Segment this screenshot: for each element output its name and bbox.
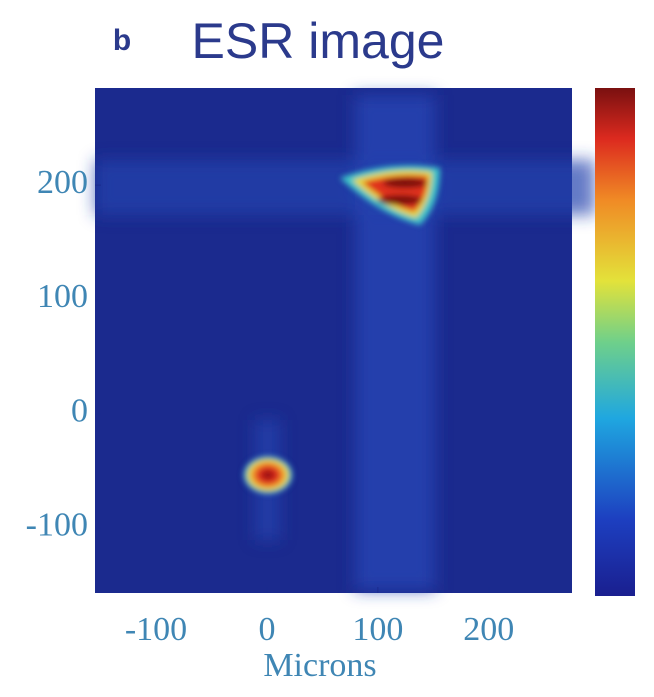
x-tick-label: -100 bbox=[125, 611, 187, 648]
panel-label: b bbox=[113, 24, 131, 57]
y-tick-label: 100 bbox=[37, 278, 88, 315]
y-tick-label: 0 bbox=[71, 392, 88, 429]
x-tick-label: 0 bbox=[258, 611, 275, 648]
chart-title: ESR image bbox=[192, 13, 445, 69]
heatmap-image bbox=[95, 88, 595, 593]
x-tick-label: 100 bbox=[352, 611, 403, 648]
x-tick-label: 200 bbox=[463, 611, 514, 648]
x-axis-label: Microns bbox=[263, 647, 376, 684]
colorbar bbox=[595, 88, 635, 596]
chart: b ESR image Microns -100 0 100 200 -100 0 100 2… bbox=[0, 0, 654, 697]
y-tick-label: 200 bbox=[37, 164, 88, 201]
y-tick-label: -100 bbox=[26, 507, 88, 544]
